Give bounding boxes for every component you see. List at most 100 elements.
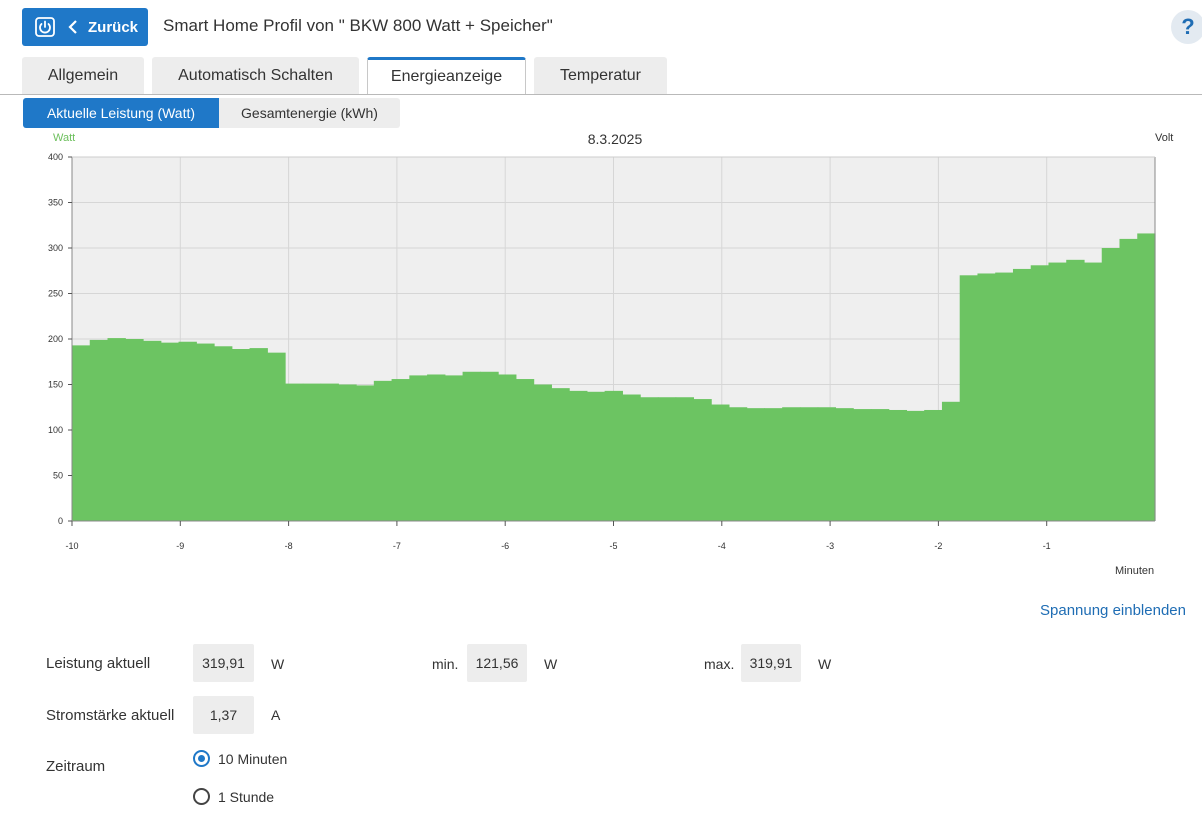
data-bar [551,388,570,521]
data-bar [569,390,588,521]
data-bar [728,407,748,521]
data-bar [480,371,499,521]
y-tick-label: 200 [48,334,63,344]
data-bar [302,383,322,521]
radio-10-minuten[interactable] [193,750,210,767]
data-bar [924,409,943,521]
data-bar [657,397,677,521]
chevron-left-icon [68,20,78,34]
data-bar [1030,265,1050,521]
radio-label-10-minuten[interactable]: 10 Minuten [218,751,288,767]
data-bar [622,394,641,521]
x-tick-label: -10 [65,541,78,551]
y-tick-label: 0 [58,516,63,526]
data-bar [906,410,925,521]
max-label: max. [704,656,735,672]
leistung-unit: W [271,656,285,672]
min-unit: W [544,656,558,672]
strom-value: 1,37 [193,696,254,734]
data-bar [515,379,535,521]
tab-energieanzeige[interactable]: Energieanzeige [367,57,526,95]
data-bar [959,275,979,521]
strom-label: Stromstärke aktuell [46,707,175,724]
data-bar [835,408,854,521]
tab-automatisch-schalten[interactable]: Automatisch Schalten [152,57,359,94]
data-bar [604,390,623,521]
show-voltage-link[interactable]: Spannung einblenden [1040,602,1186,619]
data-bar [586,391,606,521]
max-unit: W [818,656,832,672]
data-bar [711,404,730,521]
radio-label-1-stunde[interactable]: 1 Stunde [218,789,275,805]
data-bar [125,339,144,521]
data-bar [675,397,694,521]
subtab-gesamtenergie[interactable]: Gesamtenergie (kWh) [219,98,400,128]
data-bar [941,401,961,521]
data-bar [817,407,837,521]
x-axis-label: Minuten [1115,565,1155,577]
tab-temperatur[interactable]: Temperatur [534,57,667,94]
data-bar [498,374,517,521]
data-bar [409,375,428,521]
leistung-label: Leistung aktuell [46,655,151,672]
data-bar [799,407,819,521]
data-bar [391,379,410,521]
y-tick-label: 50 [53,471,63,481]
x-tick-label: -2 [934,541,942,551]
help-button[interactable]: ? [1171,10,1202,44]
data-bar [338,384,357,521]
data-bar [1101,248,1121,521]
power-chart: 0 50 100 150 200 250 300 350 400 -10 -9 -8 -7 -6 -5 -4 -… [48,152,1156,551]
y2-axis-label: Volt [1155,132,1174,144]
data-bar [285,383,304,521]
data-bar [160,342,180,521]
x-tick-label: -6 [501,541,509,551]
data-bar [196,343,215,521]
data-bar [143,340,162,521]
data-bar [214,346,233,521]
data-bar [356,385,375,521]
data-bar [1083,262,1103,521]
subtab-aktuelle-leistung[interactable]: Aktuelle Leistung (Watt) [23,98,219,128]
data-bar [267,352,286,521]
data-bar [640,397,659,521]
strom-unit: A [271,707,281,723]
data-bar [977,273,996,521]
data-bar [89,339,109,521]
tab-allgemein[interactable]: Allgemein [22,57,144,94]
y-axis-label: Watt [53,132,76,144]
back-label: Zurück [88,18,139,36]
x-tick-label: -1 [1043,541,1051,551]
x-tick-label: -7 [393,541,401,551]
data-bar [995,272,1014,521]
data-bar [462,371,481,521]
data-bar [746,408,766,521]
data-bar [870,409,890,521]
data-bar [853,409,872,521]
power-icon [34,16,56,38]
data-bar [249,348,268,521]
max-value: 319,91 [741,644,801,682]
data-bar [231,349,251,521]
data-bar [1012,268,1032,521]
tab-divider [0,94,1202,95]
data-bar [693,399,712,521]
y-tick-label: 100 [48,425,63,435]
chart-title: 8.3.2025 [587,131,643,147]
page-title: Smart Home Profil von " BKW 800 Watt + S… [163,16,553,35]
data-bar [72,345,91,521]
x-tick-label: -3 [826,541,834,551]
y-tick-label: 400 [48,152,63,162]
radio-1-stunde[interactable] [193,788,210,805]
data-bar [1066,259,1085,521]
data-bar [888,409,908,521]
min-value: 121,56 [467,644,527,682]
data-bar [444,375,464,521]
x-tick-label: -4 [718,541,726,551]
data-bar [764,408,783,521]
back-button[interactable]: Zurück [22,8,148,46]
leistung-value: 319,91 [193,644,254,682]
data-bar [1119,238,1138,521]
data-bar [782,407,801,521]
data-bar [1137,233,1156,521]
